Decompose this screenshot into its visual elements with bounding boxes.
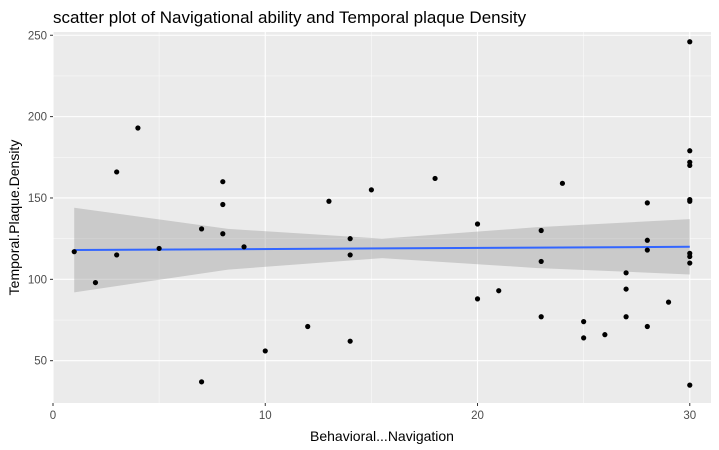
data-point <box>241 244 247 250</box>
x-tick-label: 10 <box>259 410 272 422</box>
data-point <box>687 260 693 266</box>
major-gridlines <box>52 32 711 403</box>
data-point <box>644 200 650 206</box>
data-point <box>687 382 693 388</box>
data-point <box>559 180 566 186</box>
x-axis-ticks: 0 10 20 30 <box>50 403 696 422</box>
data-point <box>135 125 141 131</box>
data-point <box>474 221 481 227</box>
y-tick-label: 150 <box>28 193 47 205</box>
regression-line <box>74 245 690 252</box>
data-point <box>114 169 120 175</box>
data-point <box>602 332 608 338</box>
data-point <box>644 237 650 243</box>
data-point <box>347 338 353 344</box>
data-point <box>474 296 481 302</box>
data-point <box>220 201 226 208</box>
data-point <box>687 253 693 260</box>
data-point <box>220 231 226 237</box>
data-point <box>326 198 332 204</box>
y-tick-label: 250 <box>28 30 47 42</box>
data-point <box>581 335 587 341</box>
data-point <box>644 247 650 253</box>
data-point <box>496 288 502 294</box>
data-point <box>432 175 438 182</box>
data-point <box>262 348 268 354</box>
y-axis-ticks: 50 100 150 200 250 <box>28 30 53 368</box>
data-point <box>347 252 353 258</box>
chart-title: scatter plot of Navigational ability and… <box>53 8 527 27</box>
confidence-band <box>74 207 690 293</box>
y-tick-label: 200 <box>28 112 47 124</box>
data-point <box>687 148 693 154</box>
data-point <box>198 226 205 232</box>
data-point <box>156 245 162 252</box>
data-point <box>538 258 544 265</box>
data-point <box>644 323 650 330</box>
data-points <box>71 39 693 388</box>
minor-gridlines <box>53 32 711 403</box>
data-point <box>623 286 629 292</box>
y-tick-label: 50 <box>34 356 47 368</box>
data-point <box>198 379 205 385</box>
data-point <box>623 270 629 276</box>
x-tick-label: 30 <box>683 410 696 422</box>
y-axis-title: Temporal.Plaque.Density <box>6 140 22 296</box>
x-axis-title: Behavioral...Navigation <box>310 428 454 444</box>
data-point <box>305 323 311 330</box>
y-tick-label: 100 <box>28 274 47 286</box>
data-point <box>665 299 672 305</box>
data-point <box>581 319 587 325</box>
data-point <box>538 227 544 234</box>
data-point <box>92 279 99 286</box>
data-point <box>368 187 374 193</box>
plot-panel <box>53 32 711 403</box>
data-point <box>538 314 544 320</box>
data-point <box>623 314 629 320</box>
data-point <box>687 39 693 45</box>
data-point <box>687 162 693 169</box>
data-point <box>687 198 693 204</box>
data-point <box>114 252 120 258</box>
data-point <box>347 236 353 242</box>
data-point <box>220 179 226 185</box>
x-tick-label: 20 <box>471 410 484 422</box>
data-point <box>71 249 77 255</box>
x-tick-label: 0 <box>50 410 56 422</box>
